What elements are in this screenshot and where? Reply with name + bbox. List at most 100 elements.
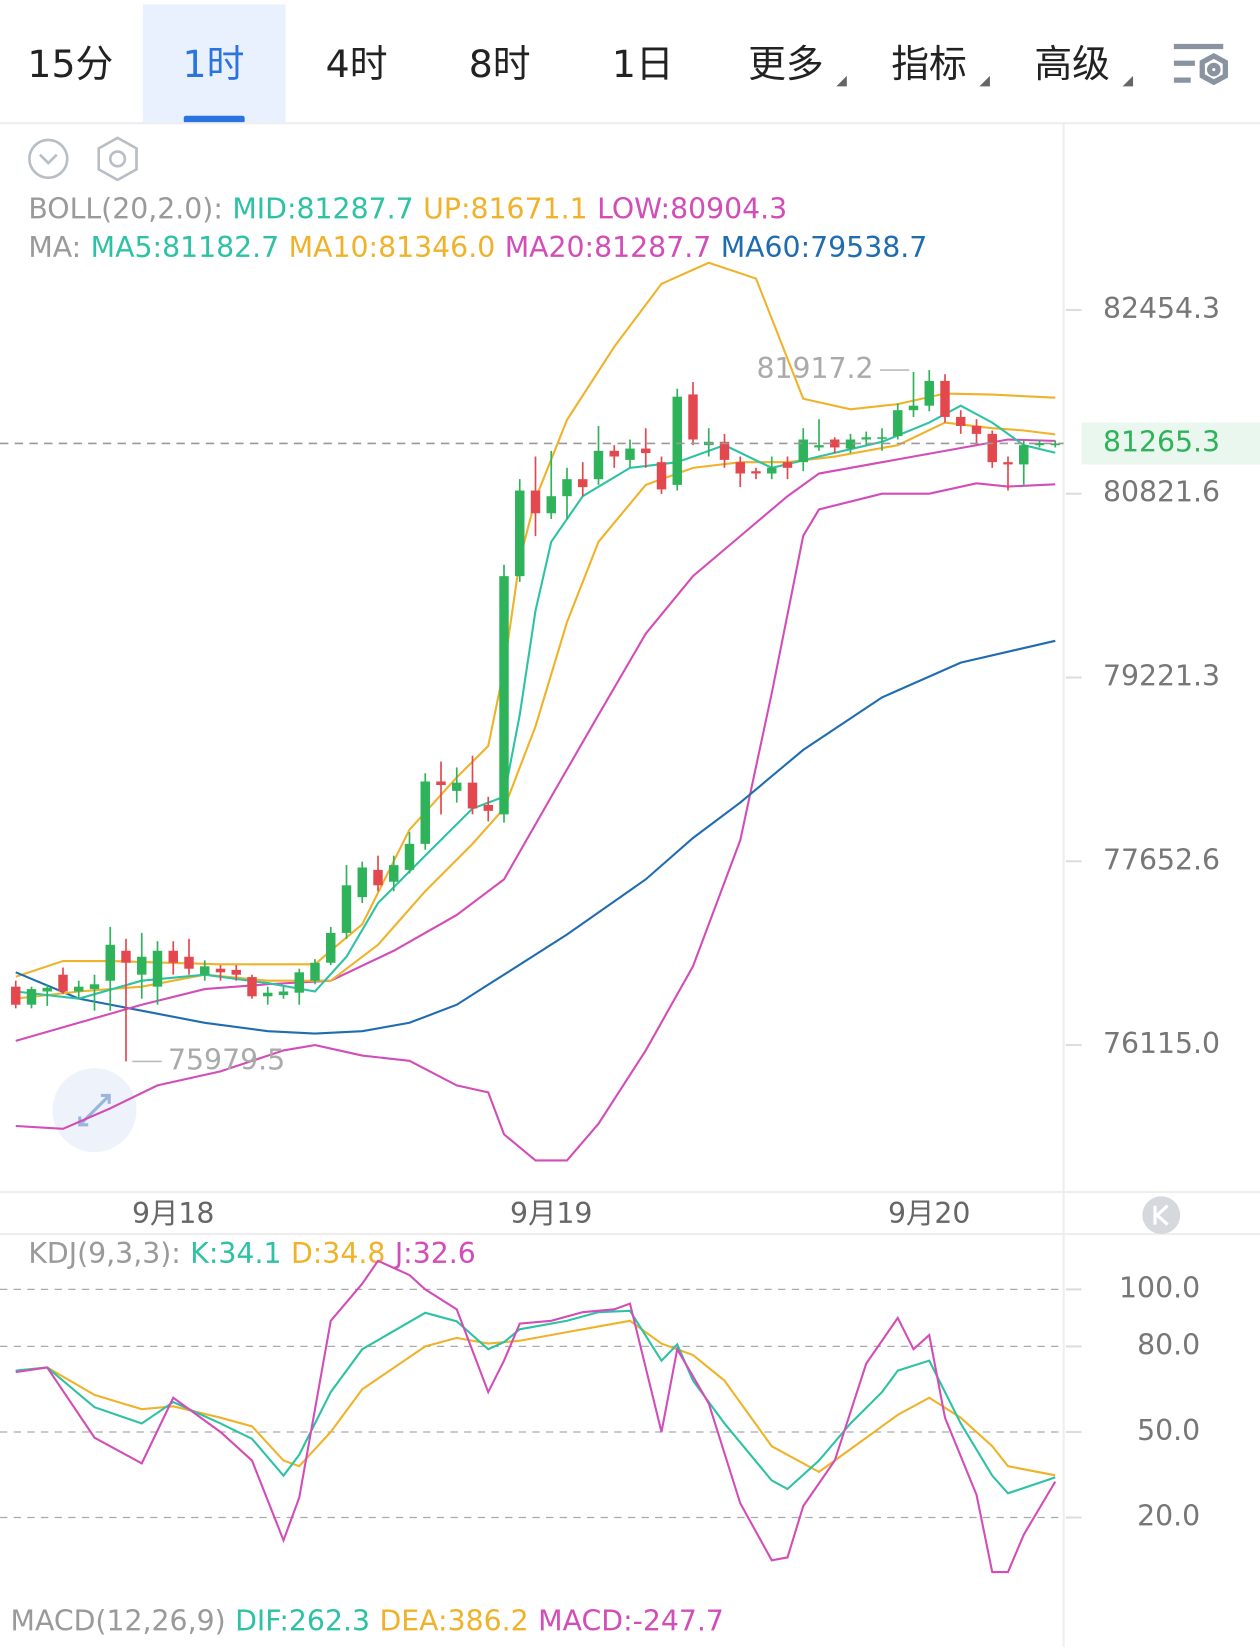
indicator-name: KDJ(9,3,3): [28,1237,180,1270]
icon-hex [97,136,138,182]
indicator-name: MACD(12,26,9) [11,1605,226,1638]
legend-value: 80904.3 [670,192,787,225]
legend-value: 386.2 [448,1605,529,1638]
icon-circle [1142,1196,1181,1235]
tab[interactable]: 8时 [469,42,531,86]
candle-body [231,969,241,975]
legend-label: MA60: [721,231,810,264]
legend-value: 81346.0 [378,231,495,264]
candle-body [515,490,525,577]
indicator-name: BOLL(20,2.0): [28,192,223,225]
candle-body [845,439,856,449]
menu[interactable]: 高级 [1034,42,1110,86]
tab[interactable]: 1日 [612,42,674,86]
icon-hex [1199,52,1228,86]
icon-dot [108,150,127,168]
legend-value: 81182.7 [162,231,279,264]
candle-body [656,462,667,490]
legend-label: MACD: [538,1605,632,1638]
candle-body [877,437,887,439]
legend-value: 81287.7 [594,231,711,264]
indicator-line [15,482,1056,1162]
candle-body [184,956,194,969]
indicator-line [15,261,1056,978]
candle-body [1019,445,1029,465]
menu[interactable]: 指标 [891,42,967,86]
candle-body [168,950,178,963]
collapse-button[interactable] [28,138,69,180]
y-tick-label: 50.0 [1137,1414,1200,1447]
candle-body [830,439,840,448]
indicator-line [15,639,1056,1035]
indicator-header: MACD(12,26,9) DIF:262.3 DEA:386.2 MACD:-247… [11,1605,724,1638]
legend-label: MA5: [91,231,162,264]
tab-selected-bg [142,4,286,124]
candle-body [1034,442,1045,446]
candle-body [1050,443,1060,446]
tab[interactable]: 15分 [27,42,113,86]
settings-icon[interactable] [1173,43,1228,86]
menu-arrow [1122,75,1134,87]
menu[interactable]: 更多 [748,42,824,86]
candle-body [751,471,761,474]
legend-label: MID: [232,192,296,225]
settings-button[interactable] [97,136,138,182]
legend-value: 32.6 [413,1237,476,1270]
legend-label: DEA: [379,1605,447,1638]
annotation-label: 81917.2 [756,352,873,385]
tab[interactable]: 4时 [326,42,388,86]
y-tick-label: 79221.3 [1103,660,1220,693]
y-tick-label: 77652.6 [1103,843,1220,876]
candle-body [247,977,257,997]
indicator-line [15,404,1056,1000]
back-to-latest-button[interactable] [1142,1196,1181,1235]
legend-label: UP: [423,192,470,225]
candle-body [971,425,982,434]
candle-body [404,843,415,870]
candle-body [924,380,934,406]
y-tick-label: 80.0 [1137,1328,1200,1361]
candle-body [782,462,793,468]
candle-body [814,445,824,448]
tab[interactable]: 1时 [183,42,245,86]
y-tick-label: 82454.3 [1103,292,1220,325]
candle-body [89,984,100,990]
candle-body [373,869,383,886]
icon-k [1153,1204,1169,1226]
icon-circle [28,138,69,180]
legend-label: MA20: [505,231,594,264]
candle-body [798,439,808,463]
candle-body [672,396,682,485]
candle-body [310,962,320,981]
candle-body [908,405,919,411]
legend-value: 262.3 [289,1605,370,1638]
candle-body [152,950,163,987]
candle-body [389,865,399,882]
legend-value: 34.1 [218,1237,281,1270]
indicator-line [15,421,1056,1000]
candle-body [436,781,446,785]
candle-body [735,462,745,474]
candle-body [1003,462,1013,465]
last-price-label: 81265.3 [1103,425,1220,458]
indicator-name: MA: [28,231,81,264]
indicator-header: BOLL(20,2.0): MID:81287.7 UP:81671.1 LOW:80… [28,192,787,225]
candle-body [593,450,604,480]
legend-label: MA10: [289,231,378,264]
candle-body [767,467,777,474]
candle-body [467,782,478,809]
candle-body [562,479,572,497]
menu-arrow [836,75,847,87]
candle-body [641,448,651,454]
candle-body [719,441,730,460]
legend-label: K: [190,1237,218,1270]
expand-button[interactable] [52,1068,137,1153]
legend-label: J: [393,1237,413,1270]
legend-label: LOW: [597,192,670,225]
legend-label: DIF: [235,1605,289,1638]
candle-body [956,416,966,426]
candle-body [74,986,84,992]
legend-value: -247.7 [633,1605,724,1638]
